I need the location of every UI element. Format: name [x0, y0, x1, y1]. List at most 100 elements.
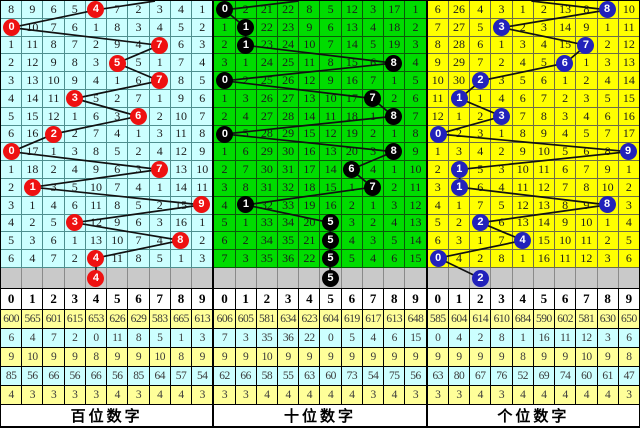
miss-count-cell: 7 — [512, 107, 533, 125]
forecast-cell — [107, 268, 128, 288]
drawn-number-marker: 5 — [108, 54, 126, 72]
miss-count-cell: 6 — [1, 250, 22, 267]
drawn-number-marker: 0 — [216, 1, 234, 19]
miss-count-cell: 1 — [470, 232, 491, 250]
miss-count-cell: 2 — [1, 178, 22, 196]
forecast-cell — [278, 268, 299, 288]
miss-count-cell: 16 — [533, 250, 555, 267]
miss-count-cell: 4 — [64, 161, 85, 178]
forecast-cell — [427, 268, 448, 288]
miss-count-cell: 1 — [597, 18, 618, 36]
miss-count-cell: 6 — [235, 143, 256, 161]
stat-cell: 4 — [576, 386, 597, 404]
stat-cell: 9 — [107, 348, 128, 366]
forecast-cell — [512, 268, 533, 288]
stat-cell: 60 — [576, 367, 597, 385]
drawn-number-marker: 0 — [3, 19, 21, 37]
trend-grid-tens: 0221228512317111222396134182212324107145… — [214, 1, 426, 288]
forecast-cell — [1, 268, 22, 288]
forecast-cell — [192, 268, 213, 288]
miss-count-cell: 1 — [192, 1, 213, 18]
miss-count-cell: 6 — [43, 232, 64, 250]
miss-count-cell: 2 — [149, 196, 170, 214]
stat-cell: 80 — [448, 367, 470, 385]
stat-cell: 3 — [491, 386, 512, 404]
stat-cell: 11 — [107, 329, 128, 347]
stat-cell: 4 — [448, 329, 470, 347]
miss-count-cell: 7 — [85, 125, 107, 143]
stat-cell: 9 — [64, 348, 85, 366]
miss-count-cell: 1 — [491, 125, 512, 143]
miss-count-cell: 14 — [533, 214, 555, 232]
stat-cell: 3 — [128, 386, 149, 404]
stat-cell: 9 — [405, 348, 426, 366]
miss-count-cell: 14 — [320, 161, 341, 178]
forecast-cell — [341, 268, 362, 288]
miss-count-cell: 3 — [362, 232, 384, 250]
miss-count-cell: 7 — [405, 107, 426, 125]
miss-count-cell: 5 — [107, 143, 128, 161]
stat-cell: 73 — [341, 367, 362, 385]
miss-count-cell: 5 — [1, 107, 22, 125]
stat-cell: 619 — [341, 310, 362, 328]
stat-cell: 614 — [470, 310, 491, 328]
stat-cell: 3 — [85, 386, 107, 404]
miss-count-cell: 6 — [491, 214, 512, 232]
miss-count-cell: 3 — [362, 143, 384, 161]
trend-grid-hundreds: 8965472341010761834521118729476321298355… — [1, 1, 213, 288]
miss-count-cell: 11 — [320, 107, 341, 125]
stat-cell: 9 — [192, 348, 213, 366]
miss-count-cell: 4 — [1, 89, 22, 107]
stat-cell: 4 — [470, 386, 491, 404]
stat-cell: 55 — [278, 367, 299, 385]
miss-count-cell: 8 — [405, 125, 426, 143]
miss-count-cell: 6 — [470, 178, 491, 196]
forecast-cell — [597, 268, 618, 288]
drawn-number-marker: 8 — [598, 196, 616, 214]
miss-count-cell: 7 — [128, 232, 149, 250]
miss-count-cell: 34 — [256, 232, 278, 250]
miss-count-cell: 9 — [576, 18, 597, 36]
miss-count-cell: 24 — [256, 54, 278, 72]
miss-count-cell: 5 — [533, 54, 555, 72]
miss-count-cell: 11 — [555, 250, 576, 267]
miss-count-cell: 15 — [299, 125, 320, 143]
stat-cell: 7 — [214, 329, 235, 347]
stat-cell: 5 — [341, 329, 362, 347]
digit-column-header: 8 — [597, 289, 618, 309]
trend-grid-units: 6264312138810727532314911182861341572129… — [427, 1, 639, 288]
stat-cell: 615 — [64, 310, 85, 328]
stat-cell: 0 — [427, 329, 448, 347]
miss-count-cell: 35 — [256, 250, 278, 267]
miss-count-cell: 6 — [470, 36, 491, 54]
miss-count-cell: 6 — [405, 89, 426, 107]
miss-count-cell: 9 — [320, 72, 341, 89]
miss-count-cell: 4 — [214, 196, 235, 214]
digit-column-header: 1 — [22, 289, 43, 309]
miss-count-cell: 6 — [64, 196, 85, 214]
miss-count-cell: 6 — [576, 143, 597, 161]
miss-count-cell: 7 — [43, 250, 64, 267]
miss-count-cell: 4 — [128, 36, 149, 54]
miss-count-cell: 13 — [512, 214, 533, 232]
stat-cell: 3 — [235, 386, 256, 404]
stat-cell: 67 — [470, 367, 491, 385]
stat-cell: 3 — [618, 386, 639, 404]
miss-count-cell: 4 — [149, 143, 170, 161]
miss-count-cell: 1 — [149, 89, 170, 107]
miss-count-cell: 4 — [235, 107, 256, 125]
miss-count-cell: 2 — [555, 89, 576, 107]
stat-cell: 9 — [533, 348, 555, 366]
stat-cell: 56 — [64, 367, 85, 385]
miss-count-cell: 7 — [214, 250, 235, 267]
miss-count-cell: 4 — [470, 143, 491, 161]
forecast-row — [1, 267, 213, 288]
miss-count-cell: 28 — [256, 125, 278, 143]
miss-count-cell: 4 — [470, 1, 491, 18]
drawn-number-marker: 7 — [364, 90, 382, 108]
miss-count-cell: 3 — [470, 125, 491, 143]
miss-count-cell: 8 — [85, 143, 107, 161]
miss-count-cell: 7 — [107, 1, 128, 18]
stat-cell: 4 — [149, 386, 170, 404]
